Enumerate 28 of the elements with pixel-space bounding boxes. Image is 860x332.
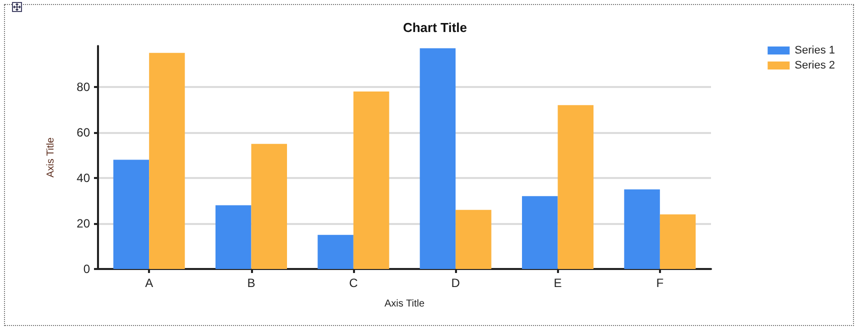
y-tick-label: 20 bbox=[76, 216, 90, 230]
bar bbox=[420, 48, 456, 269]
bar bbox=[558, 105, 594, 269]
legend-label: Series 1 bbox=[794, 44, 836, 56]
x-tick-label: D bbox=[451, 276, 460, 290]
y-tick-label: 60 bbox=[76, 125, 90, 140]
bar bbox=[353, 92, 390, 269]
legend-label: Series 2 bbox=[794, 60, 836, 72]
x-axis-title: Axis Title bbox=[384, 298, 425, 310]
x-tick-label: C bbox=[349, 276, 358, 290]
bar bbox=[456, 210, 492, 269]
bar bbox=[624, 189, 660, 269]
bar bbox=[660, 214, 696, 269]
x-tick-label: A bbox=[145, 276, 154, 290]
x-tick-label: B bbox=[247, 276, 256, 290]
bar bbox=[215, 205, 252, 269]
x-tick-label: F bbox=[656, 276, 664, 290]
bar bbox=[251, 144, 288, 269]
bar bbox=[318, 234, 354, 269]
chart-title: Chart Title bbox=[402, 20, 468, 35]
bar bbox=[522, 196, 558, 269]
bar bbox=[113, 160, 150, 269]
y-tick-label: 40 bbox=[76, 170, 90, 185]
y-tick-label: 0 bbox=[83, 262, 90, 276]
y-tick-label: 80 bbox=[76, 80, 90, 94]
y-axis-title: Axis Title bbox=[46, 137, 56, 178]
x-tick-label: E bbox=[554, 276, 562, 290]
bar bbox=[149, 52, 185, 269]
